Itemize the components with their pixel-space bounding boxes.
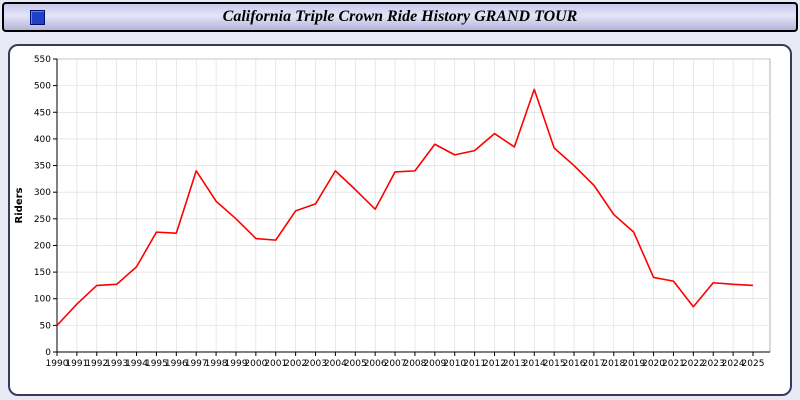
svg-text:2019: 2019 xyxy=(622,359,645,369)
window-icon xyxy=(30,10,45,25)
svg-text:2022: 2022 xyxy=(682,359,705,369)
chart-panel: 0 50 100 150 200 250 300 350 400 450 500 550 1990 199… xyxy=(8,44,792,396)
svg-text:1993: 1993 xyxy=(105,359,128,369)
svg-text:2006: 2006 xyxy=(364,359,387,369)
svg-text:1991: 1991 xyxy=(65,359,88,369)
svg-text:100: 100 xyxy=(34,295,51,305)
svg-text:2025: 2025 xyxy=(742,359,765,369)
svg-text:300: 300 xyxy=(34,188,51,198)
svg-text:2015: 2015 xyxy=(543,359,566,369)
svg-text:2023: 2023 xyxy=(702,359,725,369)
svg-text:2018: 2018 xyxy=(602,359,625,369)
svg-text:2000: 2000 xyxy=(244,359,267,369)
svg-text:2012: 2012 xyxy=(483,359,506,369)
svg-text:2003: 2003 xyxy=(304,359,327,369)
svg-text:2011: 2011 xyxy=(463,359,486,369)
svg-text:250: 250 xyxy=(34,215,51,225)
svg-text:1996: 1996 xyxy=(165,359,188,369)
svg-text:2009: 2009 xyxy=(423,359,446,369)
svg-text:2024: 2024 xyxy=(722,359,745,369)
svg-text:150: 150 xyxy=(34,268,51,278)
svg-text:200: 200 xyxy=(34,241,51,251)
svg-text:1997: 1997 xyxy=(185,359,208,369)
svg-text:2005: 2005 xyxy=(344,359,367,369)
page-title: California Triple Crown Ride History GRA… xyxy=(222,8,578,25)
svg-text:1998: 1998 xyxy=(205,359,228,369)
svg-text:2008: 2008 xyxy=(403,359,426,369)
svg-text:1994: 1994 xyxy=(125,359,148,369)
svg-text:2001: 2001 xyxy=(264,359,287,369)
title-bar: California Triple Crown Ride History GRA… xyxy=(2,2,798,32)
svg-text:450: 450 xyxy=(34,108,51,118)
svg-text:2002: 2002 xyxy=(284,359,307,369)
svg-text:2013: 2013 xyxy=(503,359,526,369)
svg-text:2010: 2010 xyxy=(443,359,466,369)
svg-text:1995: 1995 xyxy=(145,359,168,369)
svg-text:2016: 2016 xyxy=(563,359,586,369)
svg-text:500: 500 xyxy=(34,82,51,92)
svg-text:350: 350 xyxy=(34,162,51,172)
svg-text:Riders: Riders xyxy=(14,187,25,223)
svg-text:0: 0 xyxy=(45,348,51,358)
svg-text:2017: 2017 xyxy=(582,359,605,369)
svg-text:550: 550 xyxy=(34,55,51,65)
svg-text:2021: 2021 xyxy=(662,359,685,369)
svg-text:1999: 1999 xyxy=(225,359,248,369)
svg-text:1990: 1990 xyxy=(46,359,69,369)
svg-text:2004: 2004 xyxy=(324,359,347,369)
svg-text:2007: 2007 xyxy=(384,359,407,369)
svg-text:2020: 2020 xyxy=(642,359,665,369)
svg-text:1992: 1992 xyxy=(85,359,108,369)
svg-text:400: 400 xyxy=(34,135,51,145)
ride-history-line-chart: 0501001502002503003504004505005501990199… xyxy=(14,55,771,369)
svg-text:50: 50 xyxy=(40,321,52,331)
svg-text:2014: 2014 xyxy=(523,359,546,369)
